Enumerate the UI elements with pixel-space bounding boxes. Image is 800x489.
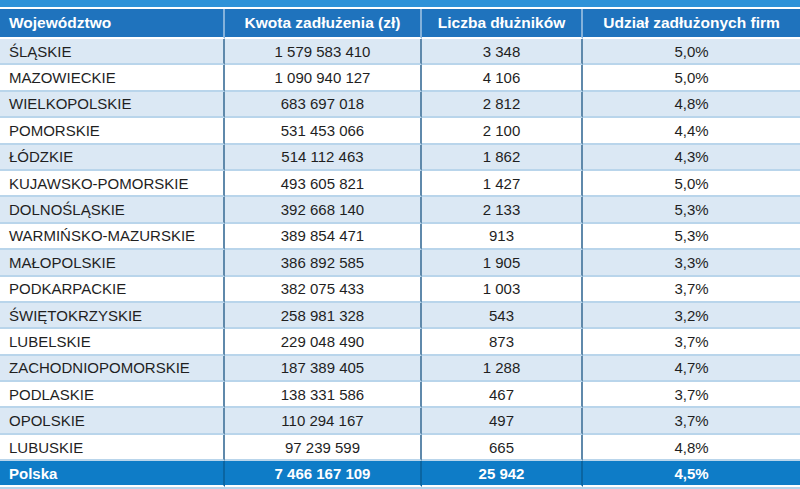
amount-cell: 514 112 463 [225,145,422,171]
top-accent-strip [0,0,800,9]
amount-cell: 389 854 471 [225,224,422,250]
debtors-cell: 1 288 [422,356,583,382]
share-cell: 3,2% [583,303,800,329]
table-row: PODKARPACKIE 382 075 433 1 003 3,7% [0,277,800,303]
debtors-cell: 1 003 [422,277,583,303]
amount-cell: 493 605 821 [225,171,422,197]
table-row: LUBUSKIE 97 239 599 665 4,8% [0,435,800,461]
share-cell: 5,0% [583,39,800,65]
debtors-cell: 1 427 [422,171,583,197]
amount-cell: 531 453 066 [225,118,422,144]
amount-cell: 110 294 167 [225,408,422,434]
table-row: MAŁOPOLSKIE 386 892 585 1 905 3,3% [0,250,800,276]
table-row: ŁÓDZKIE 514 112 463 1 862 4,3% [0,145,800,171]
amount-cell: 97 239 599 [225,435,422,461]
share-cell: 3,7% [583,277,800,303]
table-row: ZACHODNIOPOMORSKIE 187 389 405 1 288 4,7… [0,356,800,382]
region-cell: OPOLSKIE [0,408,225,434]
debtors-cell: 873 [422,329,583,355]
amount-cell: 386 892 585 [225,250,422,276]
debtors-cell: 2 812 [422,92,583,118]
share-cell: 4,8% [583,92,800,118]
header-share: Udział zadłużonych firm [583,9,800,39]
amount-cell: 229 048 490 [225,329,422,355]
table-footer-row: Polska 7 466 167 109 25 942 4,5% [0,461,800,487]
debtors-cell: 543 [422,303,583,329]
debtors-cell: 2 100 [422,118,583,144]
amount-cell: 138 331 586 [225,382,422,408]
amount-cell: 1 090 940 127 [225,65,422,91]
amount-cell: 187 389 405 [225,356,422,382]
share-cell: 4,4% [583,118,800,144]
region-cell: ŚLĄSKIE [0,39,225,65]
footer-share-cell: 4,5% [583,461,800,487]
share-cell: 5,0% [583,171,800,197]
region-cell: MAŁOPOLSKIE [0,250,225,276]
debtors-cell: 2 133 [422,197,583,223]
debt-table-infographic: Województwo Kwota zadłużenia (zł) Liczba… [0,0,800,489]
table-row: WARMIŃSKO-MAZURSKIE 389 854 471 913 5,3% [0,224,800,250]
amount-cell: 683 697 018 [225,92,422,118]
table-row: KUJAWSKO-POMORSKIE 493 605 821 1 427 5,0… [0,171,800,197]
table-row: OPOLSKIE 110 294 167 497 3,7% [0,408,800,434]
region-cell: MAZOWIECKIE [0,65,225,91]
share-cell: 3,3% [583,250,800,276]
debtors-cell: 467 [422,382,583,408]
region-cell: ZACHODNIOPOMORSKIE [0,356,225,382]
share-cell: 5,3% [583,224,800,250]
table-row: LUBELSKIE 229 048 490 873 3,7% [0,329,800,355]
region-cell: DOLNOŚLĄSKIE [0,197,225,223]
debtors-cell: 1 905 [422,250,583,276]
region-cell: PODKARPACKIE [0,277,225,303]
share-cell: 4,3% [583,145,800,171]
table-row: POMORSKIE 531 453 066 2 100 4,4% [0,118,800,144]
table-header-row: Województwo Kwota zadłużenia (zł) Liczba… [0,9,800,39]
region-cell: ŚWIĘTOKRZYSKIE [0,303,225,329]
share-cell: 3,7% [583,329,800,355]
region-cell: PODLASKIE [0,382,225,408]
share-cell: 4,8% [583,435,800,461]
share-cell: 3,7% [583,408,800,434]
amount-cell: 1 579 583 410 [225,39,422,65]
share-cell: 3,7% [583,382,800,408]
region-cell: LUBUSKIE [0,435,225,461]
region-cell: POMORSKIE [0,118,225,144]
region-cell: ŁÓDZKIE [0,145,225,171]
debtors-cell: 1 862 [422,145,583,171]
share-cell: 4,7% [583,356,800,382]
debtors-cell: 497 [422,408,583,434]
table-row: WIELKOPOLSKIE 683 697 018 2 812 4,8% [0,92,800,118]
debtors-cell: 913 [422,224,583,250]
table-row: DOLNOŚLĄSKIE 392 668 140 2 133 5,3% [0,197,800,223]
debtors-cell: 665 [422,435,583,461]
voivodeship-debt-table: Województwo Kwota zadłużenia (zł) Liczba… [0,9,800,487]
region-cell: WIELKOPOLSKIE [0,92,225,118]
share-cell: 5,3% [583,197,800,223]
table-row: PODLASKIE 138 331 586 467 3,7% [0,382,800,408]
header-amount: Kwota zadłużenia (zł) [225,9,422,39]
amount-cell: 382 075 433 [225,277,422,303]
footer-region-cell: Polska [0,461,225,487]
region-cell: LUBELSKIE [0,329,225,355]
header-debtors: Liczba dłużników [422,9,583,39]
amount-cell: 258 981 328 [225,303,422,329]
debtors-cell: 3 348 [422,39,583,65]
footer-amount-cell: 7 466 167 109 [225,461,422,487]
region-cell: WARMIŃSKO-MAZURSKIE [0,224,225,250]
amount-cell: 392 668 140 [225,197,422,223]
table-row: ŚWIĘTOKRZYSKIE 258 981 328 543 3,2% [0,303,800,329]
region-cell: KUJAWSKO-POMORSKIE [0,171,225,197]
header-region: Województwo [0,9,225,39]
debtors-cell: 4 106 [422,65,583,91]
footer-debtors-cell: 25 942 [422,461,583,487]
table-row: MAZOWIECKIE 1 090 940 127 4 106 5,0% [0,65,800,91]
share-cell: 5,0% [583,65,800,91]
table-row: ŚLĄSKIE 1 579 583 410 3 348 5,0% [0,39,800,65]
